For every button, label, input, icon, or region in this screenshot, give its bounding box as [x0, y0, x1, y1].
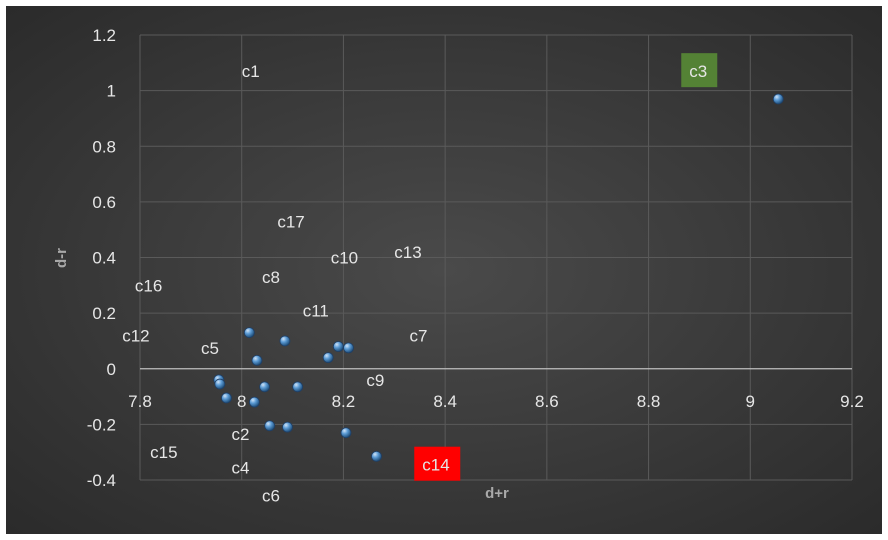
y-axis-title: d-r	[53, 248, 70, 268]
point-label: c16	[135, 276, 162, 295]
point-label: c14	[422, 456, 449, 475]
point-label: c4	[232, 458, 250, 477]
x-tick-label: 8.4	[433, 392, 457, 411]
chart-background	[6, 6, 882, 534]
x-axis-title: d+r	[485, 485, 509, 502]
x-tick-label: 9	[746, 392, 755, 411]
point-labels: c1 c3 c17 c10 c13 c8 c16 c11 c12 c7 c5 c9 c2 c15 c14 c4…	[122, 53, 718, 505]
x-axis-ticks: 7.8 8 8.2 8.4 8.6 8.8 9 9.2	[128, 392, 864, 411]
y-axis-ticks: -0.4 -0.2 0 0.2 0.4 0.6 0.8 1 1.2	[87, 26, 116, 490]
data-point	[340, 427, 352, 439]
data-point	[292, 381, 304, 393]
x-tick-label: 8	[237, 392, 246, 411]
data-point	[249, 396, 260, 408]
point-label: c17	[277, 212, 304, 231]
y-tick-label: 0.8	[92, 137, 116, 156]
point-label: c7	[410, 326, 428, 345]
point-label: c12	[122, 326, 149, 345]
data-point	[343, 342, 354, 354]
point-label: c13	[394, 243, 421, 262]
point-label: c2	[232, 425, 250, 444]
data-point	[214, 378, 226, 390]
y-tick-label: 0.2	[92, 304, 116, 323]
point-label-highlight	[681, 53, 718, 88]
y-tick-label: 1.2	[92, 26, 116, 45]
y-tick-label: -0.4	[87, 471, 116, 490]
point-label: c6	[262, 486, 280, 505]
data-point	[282, 421, 293, 433]
point-label: c11	[303, 301, 329, 320]
point-label: c1	[242, 62, 260, 81]
grid-lines	[139, 34, 853, 481]
point-label: c10	[331, 249, 358, 268]
data-point	[221, 392, 232, 404]
point-label-highlight	[414, 446, 461, 481]
data-point	[264, 420, 276, 432]
y-tick-label: 1	[107, 82, 116, 101]
point-label: c9	[366, 371, 384, 390]
data-point	[259, 381, 271, 393]
data-point	[322, 352, 334, 364]
y-tick-label: 0.6	[92, 193, 116, 212]
y-tick-label: -0.2	[87, 415, 116, 434]
y-tick-label: 0	[107, 360, 116, 379]
data-point	[251, 355, 263, 366]
y-tick-label: 0.4	[92, 249, 116, 268]
point-label: c15	[150, 443, 177, 462]
data-point	[279, 335, 291, 347]
data-point	[243, 327, 255, 338]
point-label: c3	[689, 62, 707, 81]
x-tick-label: 8.2	[332, 392, 356, 411]
x-tick-label: 8.8	[637, 392, 661, 411]
data-point	[772, 93, 784, 105]
point-label: c5	[201, 339, 219, 358]
x-tick-label: 9.2	[840, 392, 864, 411]
data-point	[332, 341, 344, 352]
data-point	[371, 450, 382, 462]
point-label: c8	[262, 268, 280, 287]
data-points	[213, 93, 784, 462]
x-tick-label: 7.8	[128, 392, 152, 411]
x-tick-label: 8.6	[535, 392, 559, 411]
